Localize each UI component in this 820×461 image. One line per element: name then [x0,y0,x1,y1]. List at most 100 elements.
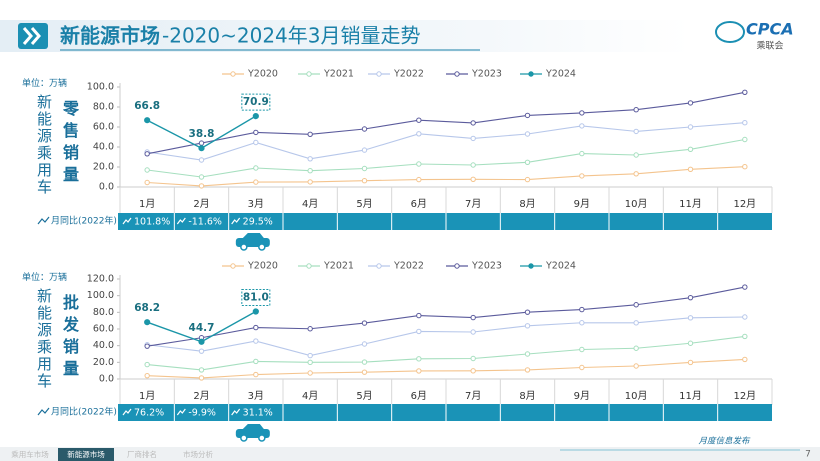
x-tick-label: 8月 [519,390,535,402]
point [307,326,313,332]
point [470,120,476,126]
x-tick-label: 7月 [465,198,481,210]
data-label-box [241,289,271,306]
point [687,294,694,301]
point [416,328,422,335]
point [307,179,313,185]
x-tick-label: 6月 [411,198,427,210]
point [144,361,150,368]
data-label: 68.2 [134,302,160,314]
x-tick-label: 4月 [302,198,318,210]
point [579,364,585,371]
point [307,131,313,138]
point [416,368,422,374]
series-line [147,166,745,187]
car-wheel [240,434,248,442]
point [742,333,748,340]
point [307,370,313,376]
logo-sub: 乘联会 [756,40,783,52]
x-tick-label: 2月 [193,198,209,210]
x-tick-label: 3月 [248,198,264,210]
x-tick-label: 6月 [411,390,427,402]
point [253,179,259,185]
point [742,136,748,143]
legend-marker [528,71,534,77]
y-tick-label: 40.0 [93,340,114,351]
footer-tab-label: 厂商排名 [127,449,157,459]
legend-label: Y2024 [545,261,576,272]
point [524,367,531,373]
x-tick-label: 11月 [679,390,702,402]
x-tick-label: 10月 [625,390,648,402]
point [579,150,585,157]
point [416,117,422,123]
point [198,338,205,345]
point [144,319,151,326]
legend-label: Y2022 [393,261,424,272]
yoy-value: 29.5% [243,217,273,228]
legend-label: Y2020 [247,261,278,272]
point [742,314,748,320]
x-tick-label: 9月 [574,390,590,402]
y-tick-label: 120.0 [87,274,114,285]
y-tick-label: 80.0 [93,307,114,318]
legend-marker [528,263,534,269]
y-tick-label: 60.0 [93,122,114,133]
x-tick-label: 12月 [733,390,756,402]
series-line [147,358,745,379]
point [633,152,639,158]
header-band [0,20,690,52]
car-icon [242,424,264,429]
point [524,309,531,315]
point [579,320,585,326]
point [416,356,422,362]
y-tick-label: 80.0 [93,102,114,113]
y-tick-label: 20.0 [93,162,114,173]
point [416,176,422,183]
point [470,355,476,362]
yoy-arrow [122,217,132,225]
car-wheel [258,434,266,442]
x-tick-label: 1月 [139,198,155,210]
x-tick-label: 5月 [356,198,372,210]
yoy-value: 76.2% [134,408,164,419]
series-line [147,122,745,161]
point [144,151,150,157]
point [144,179,150,186]
point [361,126,368,132]
header-icon [18,23,48,49]
legend-marker [306,263,312,269]
legend-label: Y2023 [471,261,502,272]
x-tick-label: 7月 [465,390,481,402]
point [633,171,639,177]
point [361,369,368,375]
point [198,145,205,152]
yoy-arrow [231,408,241,416]
footer-band [0,447,820,461]
yoy-value: 101.8% [134,217,170,228]
y-tick-label: 20.0 [93,357,114,368]
legend-label: Y2021 [323,261,354,272]
point [633,128,639,135]
point [579,110,585,116]
legend-marker [454,71,460,77]
point [198,183,205,189]
legend-label: Y2020 [247,69,278,80]
x-tick-label: 10月 [625,198,648,210]
point [253,129,259,136]
point [633,320,639,326]
title-main: 新能源市场 [60,24,160,48]
legend-label: Y2024 [545,69,576,80]
metric-label: 批发销量 [60,294,79,382]
metric-label: 零售销量 [60,100,79,188]
unit-label: 单位：万辆 [22,79,68,89]
point [198,140,205,146]
logo-text: CPCA [746,20,794,39]
point [198,367,205,373]
point [361,341,368,347]
point [742,356,748,363]
footer-tab-label: 市场分析 [183,449,213,459]
point [579,123,585,129]
legend-label: Y2023 [471,69,502,80]
legend-marker [376,263,382,269]
